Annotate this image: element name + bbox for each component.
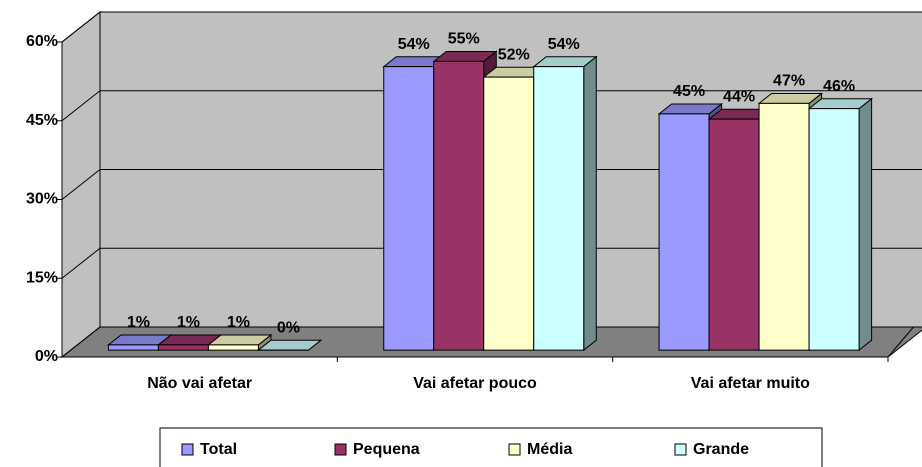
legend-label: Total (200, 441, 237, 458)
bar-side (858, 97, 873, 352)
y-tick-label: 60% (26, 33, 58, 50)
y-tick-label: 45% (26, 112, 58, 129)
data-label: 54% (398, 36, 430, 53)
y-tick-label: 30% (26, 191, 58, 208)
legend-swatch (181, 443, 194, 456)
data-label: 45% (673, 83, 705, 100)
grid-line (61, 90, 922, 122)
legend-box (159, 427, 823, 467)
bar-front (157, 344, 209, 351)
grid-line (61, 11, 922, 43)
data-label: 0% (277, 319, 300, 336)
data-label: 1% (127, 314, 150, 331)
data-label: 54% (548, 36, 580, 53)
bar-front (533, 66, 585, 351)
legend-swatch (508, 443, 521, 456)
bar (206, 333, 273, 352)
data-label: 47% (773, 73, 805, 90)
bar-front (433, 60, 485, 351)
legend-swatch (334, 443, 347, 456)
data-label: 46% (823, 78, 855, 95)
legend-label: Pequena (353, 441, 420, 458)
bar-front (808, 108, 860, 351)
y-tick-label: 15% (26, 269, 58, 286)
bar-front (207, 344, 259, 351)
data-label: 1% (177, 314, 200, 331)
data-label: 44% (723, 88, 755, 105)
data-label: 55% (448, 31, 480, 48)
x-tick-label: Não vai afetar (147, 375, 252, 392)
bar (532, 55, 598, 352)
x-tick-label: Vai afetar pouco (413, 375, 537, 392)
bar (807, 97, 874, 352)
bar-front (658, 113, 710, 351)
bar-front (107, 344, 159, 351)
bar-front (708, 118, 760, 351)
bar-front (758, 102, 810, 351)
bar (256, 339, 323, 351)
legend-swatch (674, 443, 687, 456)
bar-front (383, 66, 435, 351)
data-label: 52% (498, 46, 530, 63)
legend-label: Grande (693, 441, 749, 458)
data-label: 1% (227, 314, 250, 331)
legend-label: Média (527, 441, 572, 458)
bar-side (583, 55, 597, 352)
x-tick-label: Vai afetar muito (691, 375, 810, 392)
bar-front (483, 76, 535, 351)
y-tick-label: 0% (35, 348, 58, 365)
